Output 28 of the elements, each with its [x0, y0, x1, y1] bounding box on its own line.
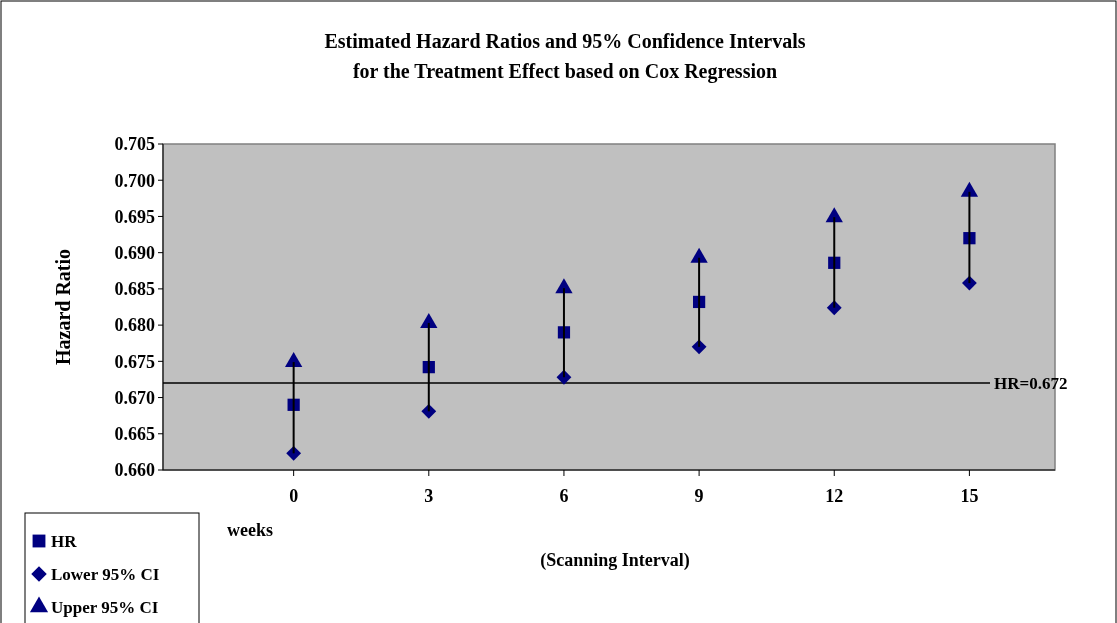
x-tick-label: 9: [694, 486, 704, 506]
y-axis-title: Hazard Ratio: [52, 248, 74, 366]
text: weeks: [227, 520, 273, 540]
legend-label: HR: [51, 531, 78, 551]
point: [690, 247, 708, 263]
point: [825, 207, 843, 223]
y-tick-label: 0.660: [114, 460, 155, 481]
y-tick-label: 0.695: [114, 206, 155, 227]
x-tick-label: 6: [559, 486, 569, 506]
ref-line-label: HR=0.672: [994, 374, 1068, 394]
point: [284, 352, 303, 368]
point: [960, 181, 979, 197]
y-tick-label: 0.705: [114, 134, 155, 155]
x-tick-label: 12: [825, 486, 844, 506]
legend-label: Upper 95% CI: [51, 597, 159, 617]
y-tick-label: 0.665: [114, 424, 155, 445]
x-tick-label: 3: [424, 486, 434, 506]
legend-label: Lower 95% CI: [51, 564, 160, 584]
y-tick-label: 0.680: [114, 315, 155, 336]
x-tick-label: 0: [289, 486, 299, 506]
y-tick-label: 0.675: [114, 351, 155, 372]
x-tick-label: 15: [960, 486, 979, 506]
chart-title: Estimated Hazard Ratios and 95% Confidence Intervals for the Treatment Effect based on Cox Regression: [324, 30, 806, 83]
y-tick-label: 0.670: [114, 387, 155, 408]
y-tick-label: 0.690: [114, 242, 155, 263]
y-tick-label: 0.700: [114, 170, 155, 191]
x-axis-title: (Scanning Interval): [540, 550, 690, 571]
y-tick-label: 0.685: [114, 279, 155, 300]
